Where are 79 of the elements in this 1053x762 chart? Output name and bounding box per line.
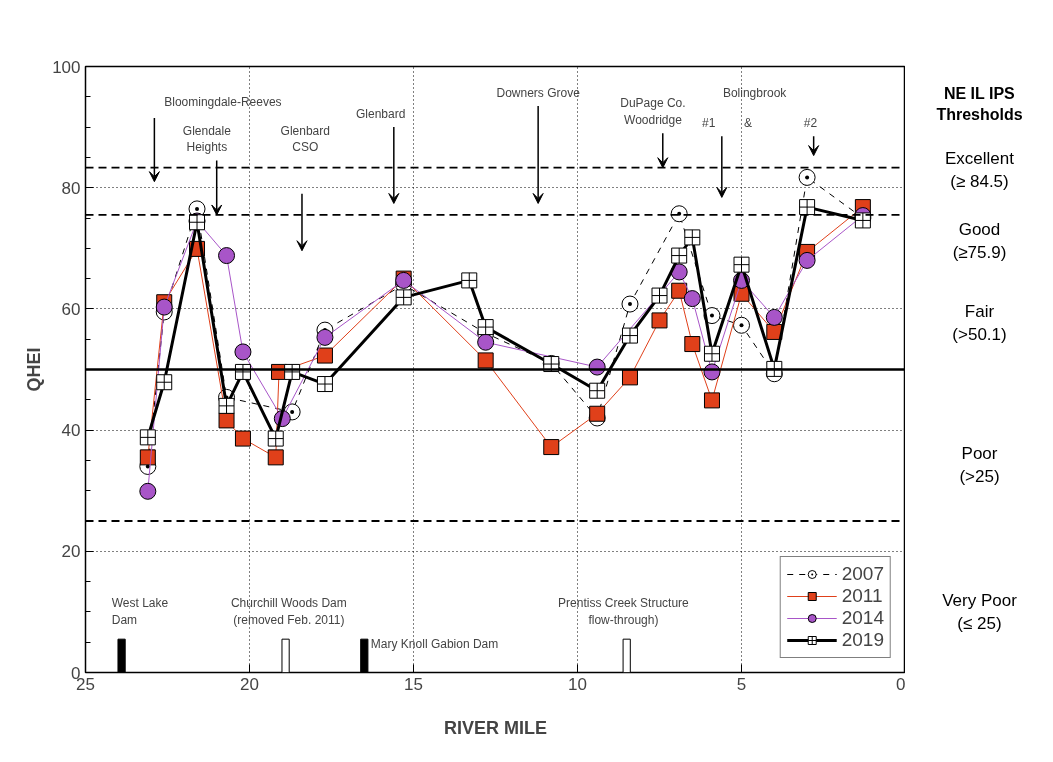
legend-label: 2007 bbox=[841, 563, 884, 585]
annotation: Glenbard CSO bbox=[280, 123, 330, 155]
point bbox=[316, 328, 334, 346]
annotation: Downers Grove bbox=[496, 85, 581, 100]
point bbox=[621, 369, 638, 386]
point bbox=[234, 343, 252, 361]
text: Poor (>25) bbox=[959, 443, 1000, 486]
point bbox=[477, 319, 494, 336]
point bbox=[155, 298, 173, 316]
text: Excellent (≥ 84.5) bbox=[945, 148, 1015, 191]
legend-label: 2014 bbox=[841, 607, 884, 629]
point bbox=[139, 449, 156, 466]
text: Very Poor (≤ 25) bbox=[942, 591, 1018, 634]
annotation: West Lake Dam bbox=[111, 596, 169, 628]
y-tick-label: 80 bbox=[61, 178, 81, 198]
point bbox=[651, 287, 668, 304]
annotation: Glendale Heights bbox=[182, 123, 232, 155]
text: Fair (>50.1) bbox=[952, 301, 1007, 344]
point bbox=[218, 397, 235, 414]
point bbox=[651, 312, 668, 329]
point bbox=[684, 229, 701, 246]
point bbox=[218, 412, 235, 429]
point bbox=[621, 327, 638, 344]
point bbox=[765, 308, 783, 326]
point bbox=[670, 263, 688, 281]
point bbox=[621, 295, 639, 313]
point bbox=[798, 251, 816, 269]
point bbox=[703, 392, 720, 409]
x-axis-title: RIVER MILE bbox=[444, 717, 548, 738]
point bbox=[218, 247, 236, 265]
text: NE IL IPS Thresholds bbox=[936, 85, 1023, 123]
annotation: Glenbard bbox=[356, 107, 406, 122]
annotation: Churchill Woods Dam (removed Feb. 2011) bbox=[230, 596, 347, 628]
annotation: Bolingbrook bbox=[722, 85, 788, 100]
legend-label: 2019 bbox=[841, 629, 884, 651]
point bbox=[477, 352, 494, 369]
point bbox=[684, 336, 701, 353]
y-tick-label: 100 bbox=[52, 57, 81, 77]
point bbox=[671, 247, 688, 264]
point bbox=[234, 430, 251, 447]
point bbox=[543, 439, 560, 456]
y-tick-label: 40 bbox=[61, 421, 81, 441]
legend-label: 2011 bbox=[841, 585, 883, 607]
point bbox=[316, 376, 333, 393]
x-tick-label: 5 bbox=[736, 674, 747, 694]
point bbox=[156, 374, 173, 391]
point bbox=[395, 289, 412, 306]
point bbox=[139, 429, 156, 446]
point bbox=[733, 316, 750, 334]
x-tick-label: 15 bbox=[404, 674, 423, 694]
point bbox=[733, 256, 750, 273]
point bbox=[589, 405, 606, 422]
point bbox=[461, 272, 478, 289]
point bbox=[316, 347, 333, 364]
point bbox=[703, 345, 720, 362]
annotation: #2 bbox=[803, 116, 818, 131]
x-tick-label: 0 bbox=[896, 674, 906, 694]
x-tick-label: 10 bbox=[568, 674, 587, 694]
point bbox=[671, 282, 688, 299]
point bbox=[854, 212, 871, 229]
point bbox=[798, 168, 816, 186]
text: Good (≥75.9) bbox=[952, 219, 1007, 262]
y-tick-label: 20 bbox=[61, 542, 81, 562]
point bbox=[799, 199, 816, 216]
point bbox=[683, 290, 701, 308]
annotation: DuPage Co. Woodridge bbox=[620, 96, 686, 128]
annotation: Prentiss Creek Structure flow-through) bbox=[558, 596, 690, 628]
point bbox=[477, 333, 495, 351]
point bbox=[139, 482, 157, 500]
point bbox=[267, 449, 284, 466]
annotation: Bloomingdale-Reeves bbox=[164, 94, 282, 109]
annotation: Mary Knoll Gabion Dam bbox=[370, 637, 499, 652]
point bbox=[267, 430, 284, 447]
y-axis-title: QHEI bbox=[24, 347, 45, 392]
annotation: & bbox=[744, 116, 753, 131]
x-tick-label: 20 bbox=[240, 674, 259, 694]
annotation: #1 bbox=[702, 116, 716, 131]
y-tick-label: 60 bbox=[61, 299, 81, 319]
point bbox=[589, 382, 606, 399]
